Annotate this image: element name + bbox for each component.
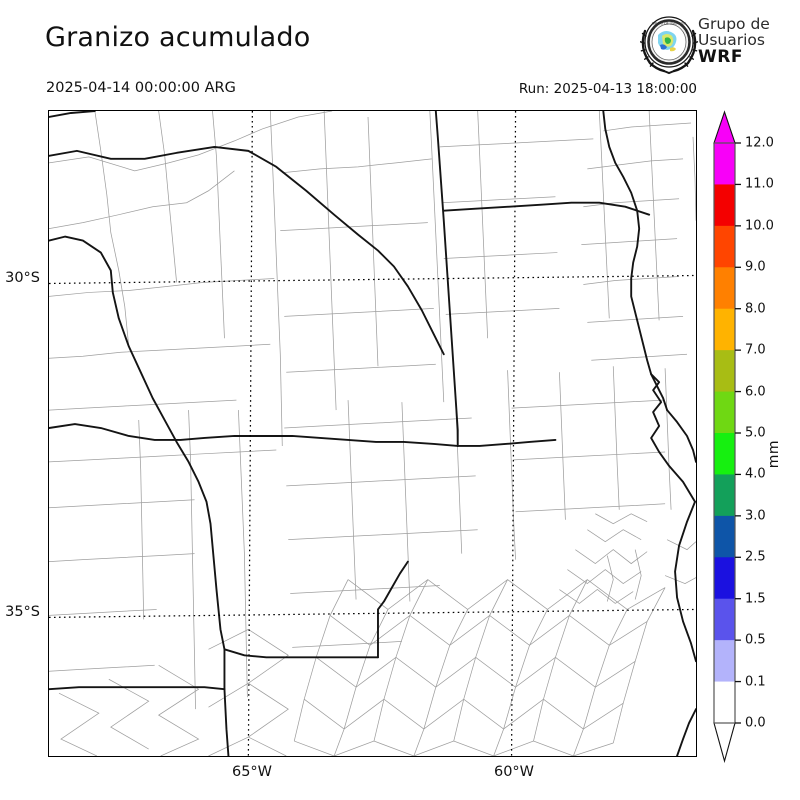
colorbar-tick-label: 11.0 — [745, 176, 774, 192]
graticule-lines — [49, 111, 696, 756]
colorbar-tick-label: 6.0 — [745, 384, 766, 400]
ytick-text-35s: 35°S — [5, 604, 40, 620]
ytick-label-30s: 30°S — [5, 270, 75, 286]
ytick-label-35s: 35°S — [5, 604, 75, 620]
colorbar-band — [714, 474, 735, 517]
colorbar-over-arrow — [713, 110, 736, 144]
gridline-lat-35S — [49, 608, 696, 619]
colorbar-tick-label: 8.0 — [745, 301, 766, 317]
colorbar-tick-label: 10.0 — [745, 218, 774, 234]
colorbar-band — [714, 308, 735, 351]
colorbar-unit-label: mm — [766, 440, 782, 469]
colorbar-tick-label: 9.0 — [745, 259, 766, 275]
gridline-lat-30S — [49, 274, 696, 285]
colorbar-tick-label: 0.5 — [745, 632, 766, 648]
logo-line-3: WRF — [698, 46, 743, 67]
svg-text:GRUPO DE USUARIOS: GRUPO DE USUARIOS — [652, 22, 687, 26]
colorbar-tick-label: 3.0 — [745, 508, 766, 524]
xtick-label-60w: 60°W — [493, 764, 535, 780]
colorbar-band — [714, 433, 735, 475]
colorbar-tick-label: 0.1 — [745, 674, 766, 690]
colorbar-band — [714, 267, 735, 310]
province-boundaries — [49, 111, 696, 756]
colorbar-band — [714, 350, 735, 392]
colorbar-tick-label: 7.0 — [745, 342, 766, 358]
colorbar-tick-label: 0.0 — [745, 715, 766, 731]
department-boundaries — [49, 111, 696, 756]
colorbar[interactable] — [712, 110, 741, 765]
xtick-label-65w: 65°W — [231, 764, 273, 780]
colorbar-tick-label: 1.5 — [745, 591, 766, 607]
page-title: Granizo acumulado — [45, 22, 311, 53]
gridline-lon-65W — [247, 111, 253, 756]
colorbar-band — [714, 640, 735, 682]
colorbar-tick-label: 4.0 — [745, 466, 766, 482]
map-vector-layer — [49, 111, 696, 756]
valid-time-label: 2025-04-14 00:00:00 ARG — [46, 80, 236, 96]
colorbar-band — [714, 598, 735, 641]
colorbar-under-arrow — [713, 722, 736, 764]
colorbar-tick-label: 2.5 — [745, 549, 766, 565]
wrf-user-group-logo: GRUPO DE USUARIOS Grupo de Usuarios WRF — [640, 15, 795, 77]
colorbar-band — [714, 225, 735, 268]
colorbar-gradient — [713, 110, 741, 764]
colorbar-band — [714, 515, 735, 558]
colorbar-band — [714, 391, 735, 434]
colorbar-band — [714, 184, 735, 227]
logo-line-2: Usuarios — [698, 30, 765, 49]
globe-laurel-emblem-icon: GRUPO DE USUARIOS — [640, 16, 698, 75]
colorbar-band — [714, 557, 735, 600]
colorbar-tick-label: 5.0 — [745, 425, 766, 441]
gridline-lon-60W — [510, 111, 517, 756]
run-time-label: Run: 2025-04-13 18:00:00 — [518, 81, 697, 97]
colorbar-band — [714, 681, 735, 724]
logo-wordmark: Grupo de Usuarios WRF — [698, 15, 795, 67]
ytick-text-30s: 30°S — [5, 270, 40, 286]
colorbar-band — [714, 143, 735, 185]
colorbar-tick-label: 12.0 — [745, 135, 774, 151]
logo-line-1: Grupo de — [698, 15, 770, 33]
map-canvas[interactable] — [48, 110, 697, 757]
